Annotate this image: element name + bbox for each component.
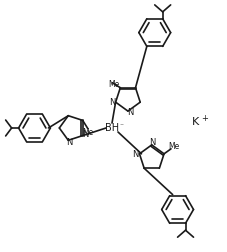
Text: +: + — [201, 114, 208, 122]
Text: Me: Me — [82, 128, 93, 137]
Text: N: N — [66, 138, 72, 147]
Text: N: N — [132, 150, 139, 159]
Text: Me: Me — [109, 80, 120, 89]
Text: Me: Me — [168, 142, 180, 151]
Text: N: N — [127, 108, 133, 117]
Text: K: K — [192, 117, 199, 127]
Text: N: N — [150, 138, 156, 147]
Text: BH: BH — [105, 123, 119, 133]
Text: N: N — [109, 98, 116, 107]
Text: N: N — [82, 130, 89, 139]
Text: ⁻: ⁻ — [120, 121, 124, 131]
